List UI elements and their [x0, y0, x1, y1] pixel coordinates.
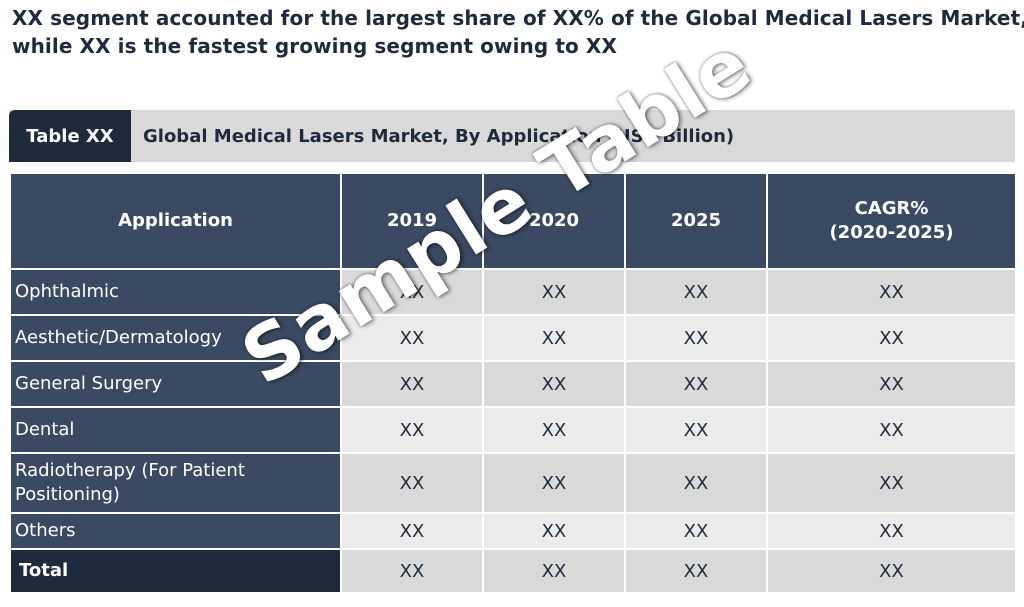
- table-row: Radiotherapy (For Patient Positioning) X…: [9, 452, 1017, 514]
- table-cell: XX: [766, 268, 1017, 316]
- col-header-2020: 2020: [482, 172, 626, 270]
- table-cell: XX: [482, 268, 626, 316]
- table-cell: XX: [766, 548, 1017, 594]
- table-cell: XX: [766, 314, 1017, 362]
- table-caption-title: Global Medical Lasers Market, By Applica…: [143, 125, 735, 147]
- table-cell: XX: [766, 452, 1017, 514]
- table-cell: XX: [482, 548, 626, 594]
- table-cell: XX: [482, 314, 626, 362]
- table-cell: XX: [624, 314, 768, 362]
- table-cell: XX: [624, 452, 768, 514]
- col-header-application: Application: [9, 172, 342, 270]
- headline-line-2: while XX is the fastest growing segment …: [12, 34, 617, 58]
- table-cell: XX: [340, 314, 484, 362]
- table-cell: XX: [340, 360, 484, 408]
- table-number-tag: Table XX: [9, 110, 131, 162]
- table-caption-bar: [9, 110, 1015, 162]
- table-row: Aesthetic/Dermatology XX XX XX XX: [9, 314, 1017, 362]
- table-cell: XX: [340, 406, 484, 454]
- table-cell: XX: [340, 452, 484, 514]
- col-header-2019: 2019: [340, 172, 484, 270]
- table-cell: XX: [624, 548, 768, 594]
- table-cell: XX: [340, 548, 484, 594]
- table-row: Ophthalmic XX XX XX XX: [9, 268, 1017, 316]
- table-cell: XX: [482, 452, 626, 514]
- headline-line-1: XX segment accounted for the largest sha…: [12, 6, 1024, 30]
- headline: XX segment accounted for the largest sha…: [12, 4, 1024, 60]
- row-label-line-1: Radiotherapy (For Patient: [15, 460, 245, 481]
- table-cell: XX: [766, 360, 1017, 408]
- col-header-cagr-line-1: CAGR%: [854, 198, 929, 219]
- col-header-cagr-line-2: (2020-2025): [829, 222, 954, 243]
- row-label: Ophthalmic: [9, 268, 342, 316]
- row-label: Aesthetic/Dermatology: [9, 314, 342, 362]
- total-row: Total XX XX XX XX: [9, 548, 1017, 594]
- row-label-line-2: Positioning): [15, 484, 120, 505]
- table-row: General Surgery XX XX XX XX: [9, 360, 1017, 408]
- table-cell: XX: [482, 512, 626, 550]
- col-header-2025: 2025: [624, 172, 768, 270]
- table-row: Dental XX XX XX XX: [9, 406, 1017, 454]
- row-label: Dental: [9, 406, 342, 454]
- table-cell: XX: [482, 360, 626, 408]
- table-cell: XX: [624, 268, 768, 316]
- table-cell: XX: [624, 512, 768, 550]
- row-label: Others: [9, 512, 342, 550]
- table-header-row: Application 2019 2020 2025 CAGR% (2020-2…: [9, 172, 1017, 270]
- table-cell: XX: [624, 406, 768, 454]
- table-cell: XX: [624, 360, 768, 408]
- table-cell: XX: [340, 268, 484, 316]
- market-table: Application 2019 2020 2025 CAGR% (2020-2…: [9, 172, 1017, 594]
- table-cell: XX: [340, 512, 484, 550]
- col-header-cagr: CAGR% (2020-2025): [766, 172, 1017, 270]
- row-label: Radiotherapy (For Patient Positioning): [9, 452, 342, 514]
- table-cell: XX: [482, 406, 626, 454]
- row-label-total: Total: [9, 548, 342, 594]
- table-cell: XX: [766, 406, 1017, 454]
- table-row: Others XX XX XX XX: [9, 512, 1017, 550]
- table-cell: XX: [766, 512, 1017, 550]
- row-label: General Surgery: [9, 360, 342, 408]
